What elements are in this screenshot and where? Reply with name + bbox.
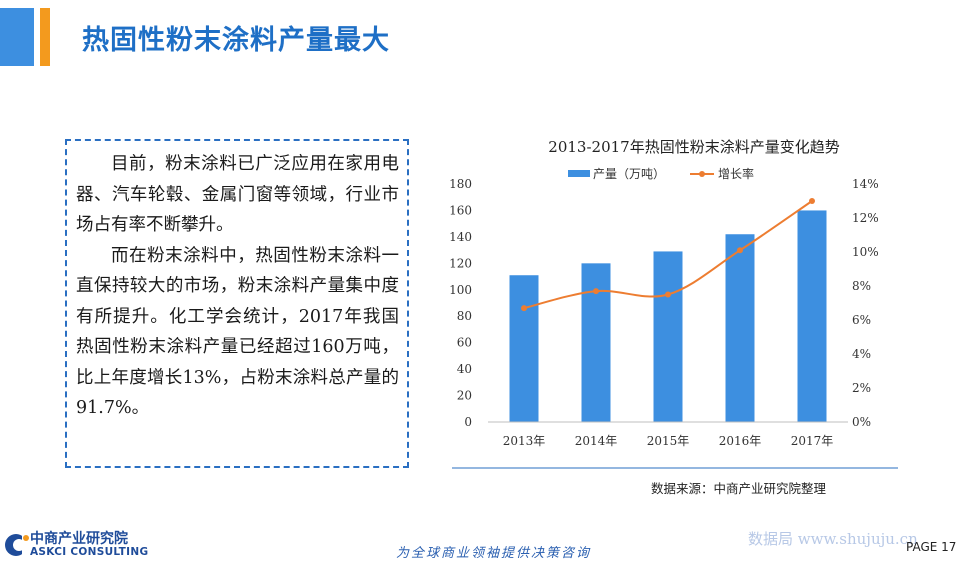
logo-name-cn: 中商产业研究院 (30, 531, 128, 547)
growth-point-0 (521, 305, 527, 312)
legend-swatch-bar (568, 170, 590, 177)
y-right-tick-label: 4% (852, 347, 871, 361)
y-left-tick-label: 0 (464, 415, 472, 429)
x-tick-label: 2013年 (503, 434, 546, 448)
askci-logo-icon (5, 533, 30, 557)
y-left-tick-label: 160 (449, 203, 472, 217)
bar-4 (797, 210, 827, 422)
watermark: 数据局 www.shujuju.cn (748, 530, 918, 548)
x-tick-label: 2017年 (791, 434, 834, 448)
paragraph-1: 目前，粉末涂料已广泛应用在家用电器、汽车轮毂、金属门窗等领域，行业市场占有率不断… (76, 154, 399, 235)
header-accent-blue (0, 8, 34, 66)
growth-point-2 (665, 291, 671, 298)
y-right-tick-label: 8% (852, 279, 871, 293)
y-left-tick-label: 140 (449, 230, 472, 244)
slogan: 为全球商业领袖提供决策咨询 (396, 546, 592, 561)
legend-label-bar: 产量（万吨） (593, 167, 665, 181)
y-left-tick-label: 60 (457, 336, 472, 350)
x-tick-label: 2015年 (647, 434, 690, 448)
growth-point-3 (737, 247, 743, 254)
y-right-tick-label: 10% (852, 245, 879, 259)
page-number: PAGE 17 (906, 540, 957, 554)
growth-point-4 (809, 198, 815, 204)
chart-title: 2013-2017年热固性粉末涂料产量变化趋势 (548, 138, 839, 156)
y-right-tick-label: 12% (852, 211, 879, 225)
x-tick-label: 2014年 (575, 434, 618, 448)
y-left-tick-label: 100 (449, 283, 472, 297)
bar-2 (653, 251, 683, 422)
page-title: 热固性粉末涂料产量最大 (82, 25, 390, 56)
bar-0 (509, 275, 539, 422)
description-box: 目前，粉末涂料已广泛应用在家用电器、汽车轮毂、金属门窗等领域，行业市场占有率不断… (65, 139, 409, 468)
y-left-tick-label: 80 (457, 309, 472, 323)
y-left-tick-label: 180 (449, 177, 472, 191)
y-left-tick-label: 120 (449, 256, 472, 270)
legend-label-line: 增长率 (718, 166, 754, 181)
header-accent-orange (40, 8, 50, 66)
y-left-tick-label: 20 (457, 389, 472, 403)
y-right-tick-label: 14% (852, 177, 879, 191)
y-left-tick-label: 40 (457, 362, 472, 376)
legend-marker-line (699, 171, 705, 177)
bar-1 (581, 263, 611, 422)
data-source: 数据来源：中商产业研究院整理 (651, 481, 827, 496)
y-right-tick-label: 6% (852, 313, 871, 327)
bar-3 (725, 234, 755, 422)
logo-name-en: ASKCI CONSULTING (30, 546, 149, 558)
growth-point-1 (593, 288, 599, 295)
y-right-tick-label: 0% (852, 415, 871, 429)
paragraph-2: 而在粉末涂料中，热固性粉末涂料一直保持较大的市场，粉末涂料产量集中度有所提升。化… (76, 245, 399, 419)
y-right-tick-label: 2% (852, 381, 871, 395)
x-tick-label: 2016年 (719, 434, 762, 448)
